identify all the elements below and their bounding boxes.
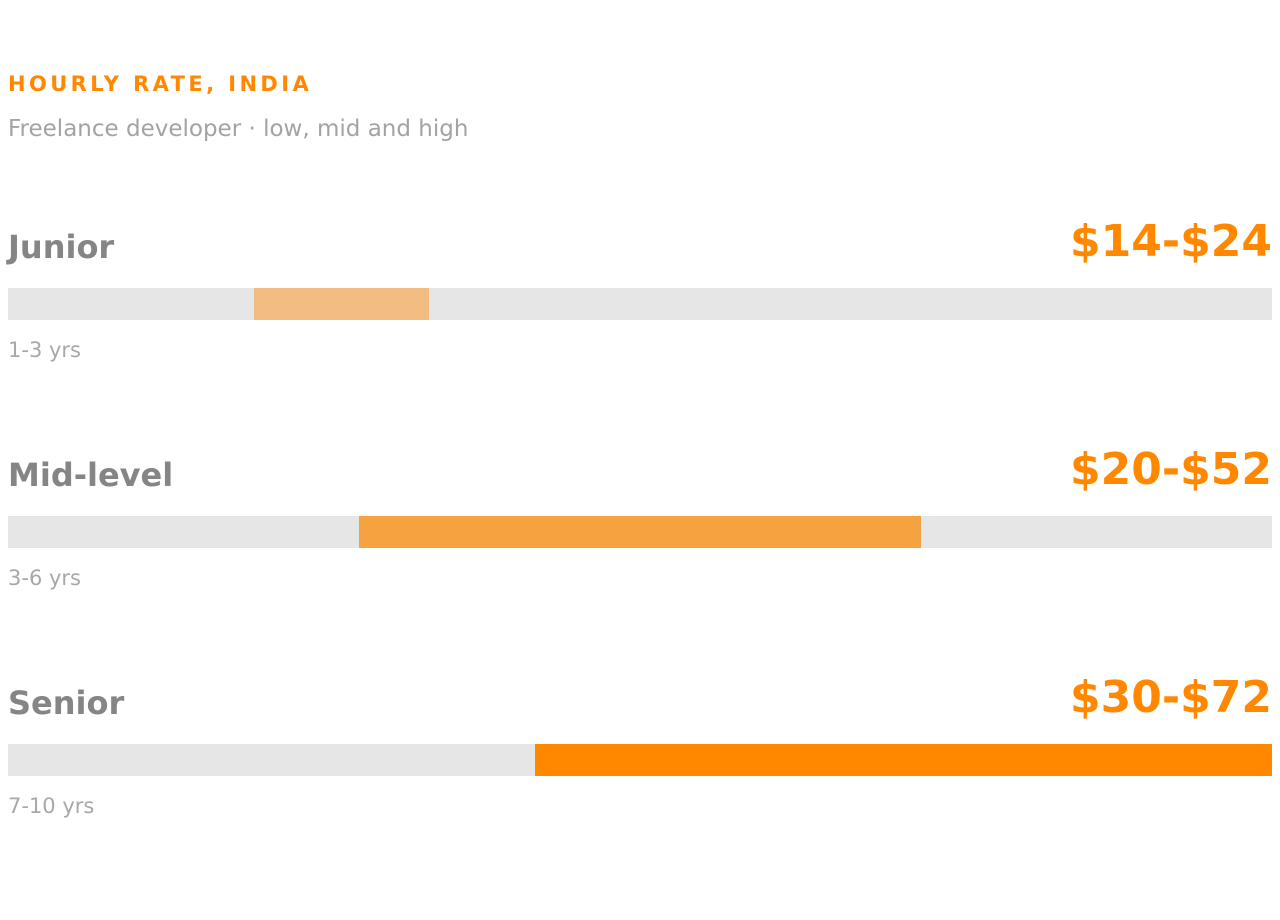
experience-label-senior: 7-10 yrs bbox=[8, 794, 95, 818]
level-label-senior: Senior bbox=[8, 684, 125, 722]
rate-track-senior bbox=[8, 744, 1272, 776]
rate-bar-junior bbox=[253, 288, 430, 320]
rate-card: HOURLY RATE, INDIA Freelance developer ·… bbox=[8, 0, 1272, 920]
experience-label-mid-level: 3-6 yrs bbox=[8, 566, 81, 590]
rate-row-junior: Junior $14-$24 1-3 yrs bbox=[8, 216, 1272, 388]
range-value-senior: $30-$72 bbox=[1070, 672, 1272, 723]
level-label-junior: Junior bbox=[8, 228, 115, 266]
range-value-junior: $14-$24 bbox=[1070, 216, 1272, 267]
rate-bar-mid-level bbox=[359, 516, 921, 548]
range-value-mid-level: $20-$52 bbox=[1070, 444, 1272, 495]
chart-subtitle: Freelance developer · low, mid and high bbox=[8, 116, 469, 142]
rate-track-junior bbox=[8, 288, 1272, 320]
rate-track-mid-level bbox=[8, 516, 1272, 548]
rate-row-senior: Senior $30-$72 7-10 yrs bbox=[8, 672, 1272, 844]
rate-bar-senior bbox=[534, 744, 1272, 776]
rate-row-mid-level: Mid-level $20-$52 3-6 yrs bbox=[8, 444, 1272, 616]
level-label-mid-level: Mid-level bbox=[8, 456, 174, 494]
experience-label-junior: 1-3 yrs bbox=[8, 338, 81, 362]
chart-title: HOURLY RATE, INDIA bbox=[8, 72, 313, 96]
